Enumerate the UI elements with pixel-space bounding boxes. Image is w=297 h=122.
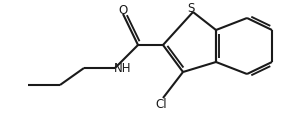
Text: NH: NH bbox=[114, 61, 132, 75]
Text: O: O bbox=[119, 4, 128, 16]
Text: S: S bbox=[187, 2, 195, 15]
Text: Cl: Cl bbox=[155, 98, 167, 112]
